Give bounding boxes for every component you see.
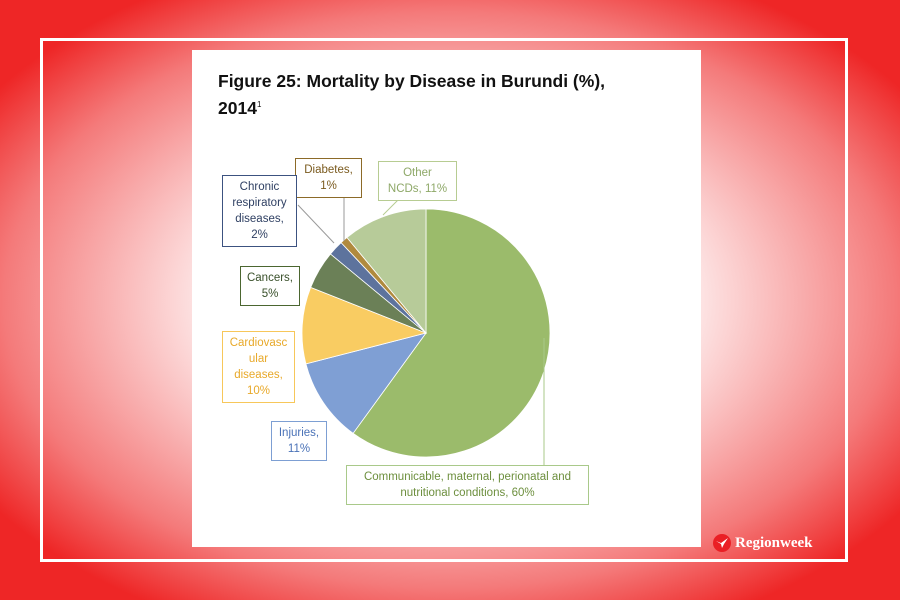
pie-slice-other-ncds [346,208,427,335]
pie-slice-cardiovascular-diseases [301,286,428,365]
bird-logo-icon [713,534,731,552]
leader-line-chronic [297,204,335,244]
label-diabetes: Diabetes, 1% [295,158,362,198]
decorative-frame [40,38,848,562]
pie-slices [301,208,551,458]
label-communicable: Communicable, maternal, perionatal and nu… [346,465,589,505]
label-cancers: Cancers, 5% [240,266,300,306]
chart-title: Figure 25: Mortality by Disease in Burun… [218,71,606,118]
pie-chart [297,192,551,466]
regionweek-watermark: Regionweek [713,532,813,554]
figure-card: Figure 25: Mortality by Disease in Burun… [192,50,701,547]
label-cardiovascular: Cardiovasc ular diseases, 10% [222,331,295,403]
title-footnote: 1 [256,100,262,109]
label-injuries: Injuries, 11% [271,421,327,461]
pie-slice-injuries [305,332,427,434]
label-other-ncds: Other NCDs, 11% [378,161,457,201]
label-chronic-respiratory: Chronic respiratory diseases, 2% [222,175,297,247]
brand-name: Regionweek [735,534,813,551]
